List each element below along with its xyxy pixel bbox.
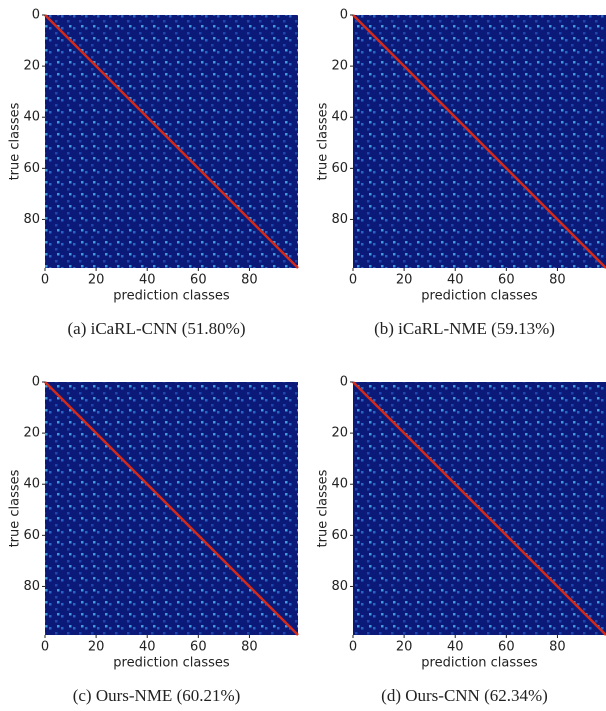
x-tick-label: 80 <box>241 273 258 288</box>
y-tick-label: 0 <box>32 8 40 23</box>
diagonal <box>44 381 299 636</box>
x-axis-label: prediction classes <box>421 289 538 304</box>
y-tick-label: 40 <box>331 110 348 125</box>
x-tick-label: 20 <box>88 640 105 655</box>
x-tick-label: 80 <box>549 640 566 655</box>
y-tick-label: 40 <box>23 477 40 492</box>
y-axis-label: true classes <box>8 469 23 547</box>
y-tick-label: 60 <box>331 528 348 543</box>
x-tick-label: 40 <box>139 640 156 655</box>
y-tick-label: 0 <box>340 8 348 23</box>
x-axis-label: prediction classes <box>421 656 538 671</box>
x-tick-label: 60 <box>190 273 207 288</box>
y-tick-label: 20 <box>331 59 348 74</box>
caption: (d) Ours-CNN (62.34%) <box>381 686 548 705</box>
x-tick-label: 20 <box>396 640 413 655</box>
caption: (b) iCaRL-NME (59.13%) <box>374 319 555 338</box>
x-tick-label: 20 <box>396 273 413 288</box>
diagonal <box>352 381 606 636</box>
x-tick-label: 40 <box>447 640 464 655</box>
y-tick-label: 80 <box>331 212 348 227</box>
x-tick-label: 0 <box>41 273 49 288</box>
x-tick-label: 80 <box>241 640 258 655</box>
x-tick-label: 60 <box>190 640 207 655</box>
y-axis-label: true classes <box>316 469 331 547</box>
x-tick-label: 80 <box>549 273 566 288</box>
x-tick-label: 40 <box>139 273 156 288</box>
x-axis-label: prediction classes <box>113 289 230 304</box>
x-tick-label: 0 <box>349 273 357 288</box>
x-tick-label: 0 <box>349 640 357 655</box>
x-tick-label: 20 <box>88 273 105 288</box>
y-tick-label: 80 <box>23 579 40 594</box>
y-tick-label: 80 <box>23 212 40 227</box>
y-tick-label: 20 <box>23 426 40 441</box>
y-tick-label: 60 <box>23 161 40 176</box>
y-tick-label: 0 <box>340 375 348 390</box>
diagonal <box>352 14 606 269</box>
y-tick-label: 60 <box>23 528 40 543</box>
x-tick-label: 60 <box>498 640 515 655</box>
caption: (a) iCaRL-CNN (51.80%) <box>68 319 246 338</box>
y-tick-label: 20 <box>331 426 348 441</box>
x-tick-label: 40 <box>447 273 464 288</box>
y-tick-label: 40 <box>331 477 348 492</box>
diagonal <box>44 14 299 269</box>
x-tick-label: 0 <box>41 640 49 655</box>
y-tick-label: 20 <box>23 59 40 74</box>
y-tick-label: 40 <box>23 110 40 125</box>
y-tick-label: 80 <box>331 579 348 594</box>
y-tick-label: 0 <box>32 375 40 390</box>
y-tick-label: 60 <box>331 161 348 176</box>
x-axis-label: prediction classes <box>113 656 230 671</box>
y-axis-label: true classes <box>316 102 331 180</box>
caption: (c) Ours-NME (60.21%) <box>73 686 241 705</box>
x-tick-label: 60 <box>498 273 515 288</box>
y-axis-label: true classes <box>8 102 23 180</box>
